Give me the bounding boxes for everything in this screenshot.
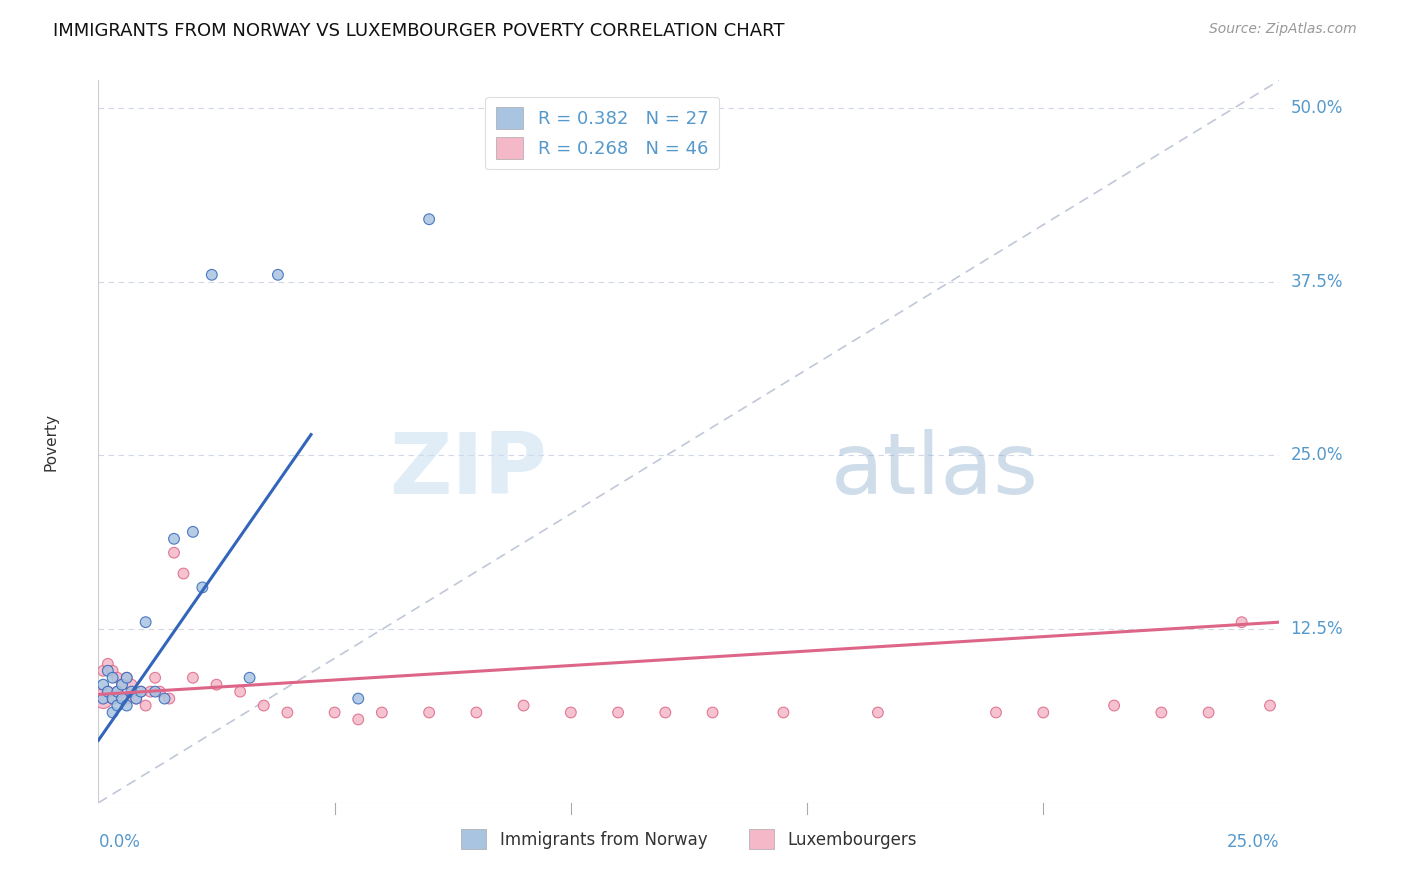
Point xyxy=(129,684,152,698)
Point xyxy=(607,706,630,720)
Point xyxy=(181,671,204,685)
Point xyxy=(101,691,124,706)
Point xyxy=(121,678,143,692)
Point xyxy=(101,664,124,678)
Point xyxy=(105,698,128,713)
Point xyxy=(115,691,138,706)
Point xyxy=(702,706,724,720)
Text: 50.0%: 50.0% xyxy=(1291,99,1343,117)
Point xyxy=(418,706,440,720)
Point xyxy=(157,691,180,706)
Point xyxy=(139,684,162,698)
Point xyxy=(153,691,176,706)
Text: 37.5%: 37.5% xyxy=(1291,273,1343,291)
Point xyxy=(1230,615,1253,630)
Point xyxy=(253,698,276,713)
Text: 12.5%: 12.5% xyxy=(1291,620,1343,638)
Point xyxy=(105,671,128,685)
Point xyxy=(101,671,124,685)
Point xyxy=(111,678,134,692)
Point xyxy=(115,698,138,713)
Point xyxy=(347,691,370,706)
Point xyxy=(163,532,186,546)
Point xyxy=(125,691,148,706)
Point xyxy=(1150,706,1173,720)
Point xyxy=(1258,698,1281,713)
Point xyxy=(201,268,224,282)
Point xyxy=(125,691,148,706)
Point xyxy=(323,706,346,720)
Point xyxy=(97,664,120,678)
Point xyxy=(1032,706,1054,720)
Point xyxy=(91,691,114,706)
Point xyxy=(129,684,152,698)
Legend: Immigrants from Norway, Luxembourgers: Immigrants from Norway, Luxembourgers xyxy=(454,822,924,856)
Point xyxy=(149,684,172,698)
Point xyxy=(91,678,114,692)
Text: 25.0%: 25.0% xyxy=(1227,833,1279,851)
Point xyxy=(111,691,134,706)
Point xyxy=(163,546,186,560)
Point xyxy=(772,706,794,720)
Point xyxy=(239,671,262,685)
Point xyxy=(229,684,252,698)
Point xyxy=(111,691,134,706)
Point xyxy=(172,566,194,581)
Point xyxy=(418,212,440,227)
Text: IMMIGRANTS FROM NORWAY VS LUXEMBOURGER POVERTY CORRELATION CHART: IMMIGRANTS FROM NORWAY VS LUXEMBOURGER P… xyxy=(53,22,785,40)
Point xyxy=(560,706,582,720)
Point xyxy=(1198,706,1220,720)
Point xyxy=(115,671,138,685)
Point xyxy=(97,684,120,698)
Point xyxy=(115,671,138,685)
Point xyxy=(101,691,124,706)
Point xyxy=(205,678,228,692)
Point xyxy=(181,524,204,539)
Point xyxy=(97,684,120,698)
Point xyxy=(276,706,298,720)
Text: 0.0%: 0.0% xyxy=(98,833,141,851)
Point xyxy=(1102,698,1125,713)
Point xyxy=(654,706,676,720)
Point xyxy=(111,678,134,692)
Point xyxy=(91,691,114,706)
Text: ZIP: ZIP xyxy=(389,429,547,512)
Text: Source: ZipAtlas.com: Source: ZipAtlas.com xyxy=(1209,22,1357,37)
Point xyxy=(984,706,1007,720)
Point xyxy=(105,684,128,698)
Point xyxy=(105,684,128,698)
Text: 25.0%: 25.0% xyxy=(1291,446,1343,465)
Point xyxy=(97,657,120,671)
Point xyxy=(465,706,488,720)
Point xyxy=(121,684,143,698)
Point xyxy=(371,706,394,720)
Point xyxy=(267,268,290,282)
Point xyxy=(135,615,157,630)
Point xyxy=(143,684,166,698)
Point xyxy=(191,581,214,595)
Point xyxy=(91,664,114,678)
Point xyxy=(101,706,124,720)
Point xyxy=(866,706,889,720)
Text: atlas: atlas xyxy=(831,429,1039,512)
Point xyxy=(143,671,166,685)
Point xyxy=(135,698,157,713)
Point xyxy=(512,698,534,713)
Point xyxy=(347,713,370,727)
Text: Poverty: Poverty xyxy=(44,412,59,471)
